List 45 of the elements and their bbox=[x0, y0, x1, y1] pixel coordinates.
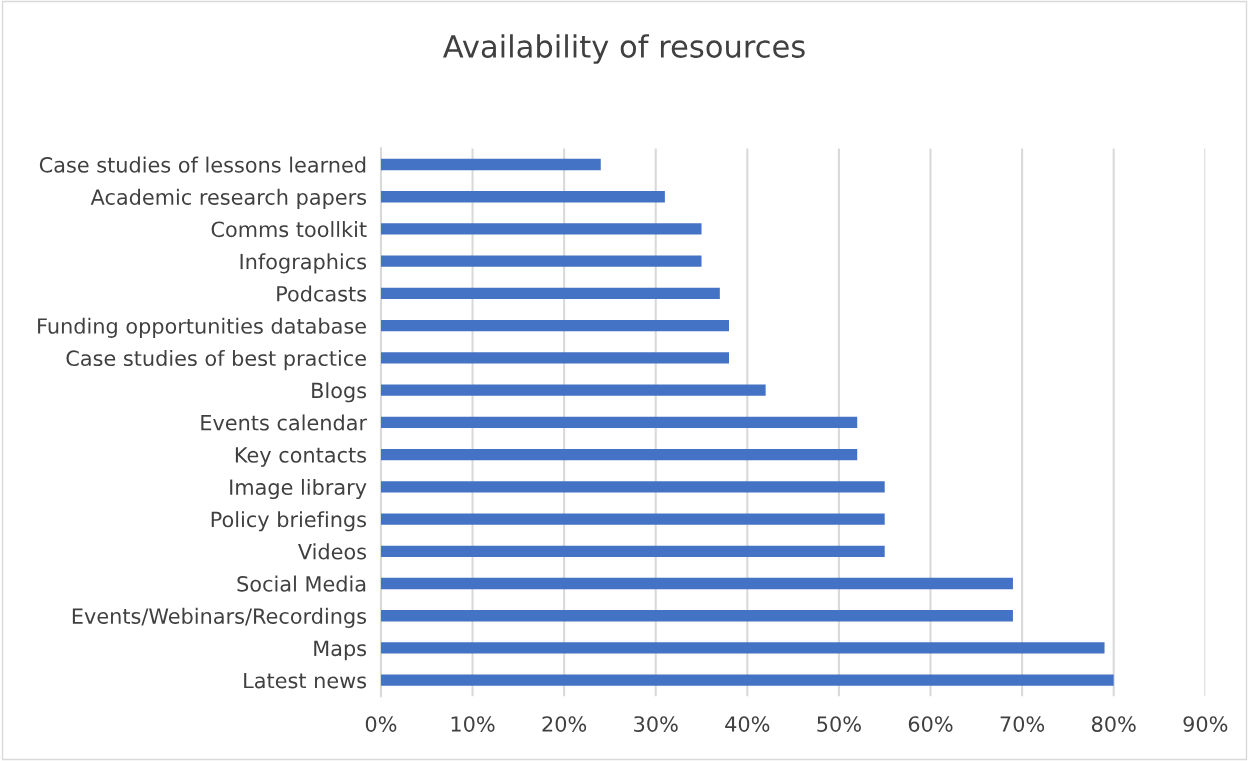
y-tick-label: Infographics bbox=[240, 253, 367, 274]
chart-title: Availability of resources bbox=[443, 34, 805, 64]
x-tick-label: 80% bbox=[1091, 716, 1136, 732]
x-tick-label: 20% bbox=[542, 716, 587, 732]
y-tick-label: Latest news bbox=[244, 672, 367, 689]
bar bbox=[380, 191, 665, 203]
y-tick-label: Case studies of best practice bbox=[66, 349, 366, 371]
bar bbox=[380, 513, 885, 525]
y-tick-label: Podcasts bbox=[277, 285, 367, 302]
y-tick-label: Social Media bbox=[237, 575, 366, 592]
bar bbox=[380, 158, 601, 171]
bar bbox=[380, 223, 702, 235]
y-tick-label: Funding opportunities database bbox=[38, 317, 366, 338]
bar bbox=[380, 610, 1013, 622]
y-tick-label: Blogs bbox=[312, 382, 367, 403]
bar bbox=[380, 481, 885, 493]
x-tick-label: 60% bbox=[908, 716, 953, 732]
x-tick-label: 10% bbox=[451, 716, 495, 732]
bar bbox=[380, 320, 729, 332]
x-tick-label: 50% bbox=[817, 716, 861, 732]
y-tick-label: Policy briefings bbox=[211, 511, 367, 532]
y-tick-label: Comms toollkit bbox=[211, 221, 367, 238]
x-tick-label: 90% bbox=[1183, 716, 1228, 732]
bar bbox=[380, 674, 1114, 686]
bar bbox=[380, 545, 885, 557]
x-tick-label: 40% bbox=[725, 716, 770, 732]
bar bbox=[380, 255, 702, 267]
y-tick-label: Events/Webinars/Recordings bbox=[72, 607, 367, 628]
bar bbox=[380, 577, 1013, 590]
bar bbox=[380, 287, 720, 300]
y-tick-label: Case studies of lessons learned bbox=[39, 156, 366, 173]
bar bbox=[380, 416, 858, 428]
y-tick-label: Academic research papers bbox=[90, 188, 367, 209]
y-tick-label: Videos bbox=[298, 543, 367, 560]
y-tick-label: Image library bbox=[230, 478, 367, 500]
y-tick-label: Key contacts bbox=[235, 447, 367, 467]
bar bbox=[380, 448, 858, 461]
y-tick-label: Events calendar bbox=[201, 414, 368, 431]
bar bbox=[380, 384, 766, 396]
y-tick-label: Maps bbox=[314, 640, 367, 661]
bar bbox=[380, 642, 1105, 654]
bar bbox=[380, 352, 729, 364]
x-tick-label: 30% bbox=[634, 716, 678, 732]
x-tick-label: 70% bbox=[1000, 716, 1045, 732]
x-tick-label: 0% bbox=[365, 716, 397, 732]
